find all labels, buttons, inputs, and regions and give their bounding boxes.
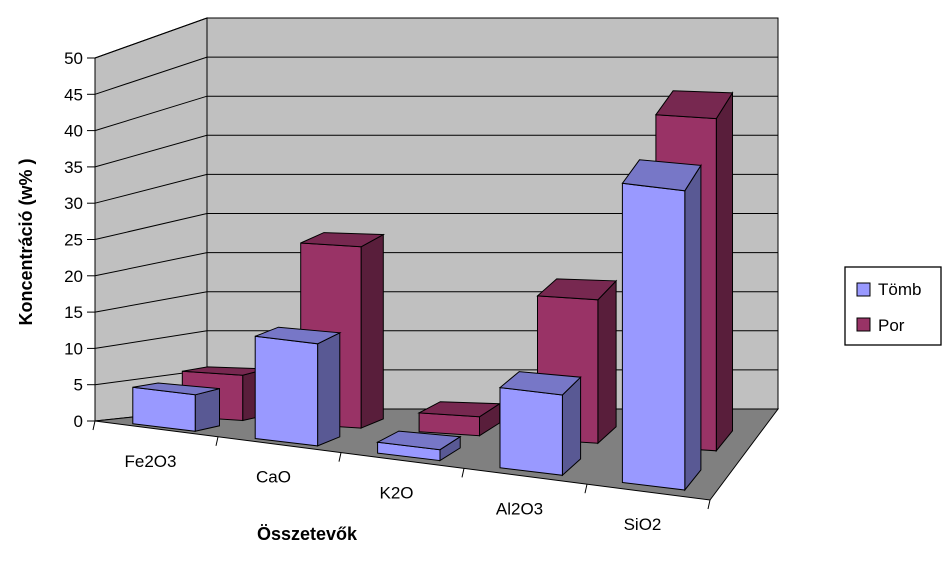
x-tick-mark bbox=[461, 468, 465, 478]
y-tick-label: 20 bbox=[64, 267, 83, 286]
y-tick-label: 0 bbox=[74, 412, 83, 431]
x-tick-mark bbox=[584, 484, 588, 494]
legend-box bbox=[844, 266, 942, 346]
y-tick-label: 30 bbox=[64, 194, 83, 213]
gridlines bbox=[94, 17, 778, 386]
bar-k2o-tomb bbox=[375, 430, 462, 462]
x-tick-label: SiO2 bbox=[624, 515, 662, 534]
gridline bbox=[94, 95, 778, 132]
x-tick-mark bbox=[338, 452, 342, 462]
x-category-labels: Fe2O3 CaO K2O Al2O3 SiO2 bbox=[92, 420, 711, 534]
legend-label-por: Por bbox=[878, 316, 905, 335]
y-tick-label: 15 bbox=[64, 303, 83, 322]
y-tick-labels: 0 5 10 15 20 25 30 35 40 45 50 bbox=[64, 49, 96, 431]
bar-sio2-tomb bbox=[621, 159, 702, 492]
y-tick-label: 5 bbox=[74, 376, 83, 395]
y-tick-label: 50 bbox=[64, 49, 83, 68]
bar-k2o-por bbox=[417, 401, 502, 437]
x-tick-mark bbox=[92, 420, 96, 431]
y-axis-title: Koncentráció (w% ) bbox=[16, 158, 36, 325]
gridline bbox=[94, 252, 778, 277]
side-wall bbox=[94, 17, 208, 422]
gridline bbox=[94, 56, 778, 95]
gridline bbox=[94, 17, 778, 59]
x-tick-label: K2O bbox=[379, 484, 413, 503]
y-tick-label: 45 bbox=[64, 85, 83, 104]
y-tick-label: 35 bbox=[64, 158, 83, 177]
legend-label-tomb: Tömb bbox=[878, 280, 921, 299]
x-tick-mark bbox=[215, 436, 219, 446]
gridline bbox=[94, 213, 778, 240]
bars bbox=[132, 90, 734, 492]
bar-fe2o3-tomb bbox=[132, 382, 220, 432]
y-tick-label: 40 bbox=[64, 122, 83, 141]
bar-cao-tomb bbox=[254, 326, 342, 447]
gridline bbox=[94, 134, 778, 168]
y-tick-label: 25 bbox=[64, 231, 83, 250]
y-tick-label: 10 bbox=[64, 339, 83, 358]
x-tick-label: Fe2O3 bbox=[125, 452, 177, 471]
legend: Tömb Por bbox=[844, 266, 942, 346]
x-tick-label: Al2O3 bbox=[496, 499, 543, 518]
gridline bbox=[94, 173, 778, 204]
x-tick-label: CaO bbox=[256, 468, 291, 487]
bar-al2o3-tomb bbox=[498, 371, 582, 477]
legend-swatch-por bbox=[856, 317, 871, 332]
legend-swatch-tomb bbox=[856, 282, 871, 297]
x-axis-title: Összetevők bbox=[257, 524, 358, 544]
x-tick-mark bbox=[707, 499, 711, 510]
